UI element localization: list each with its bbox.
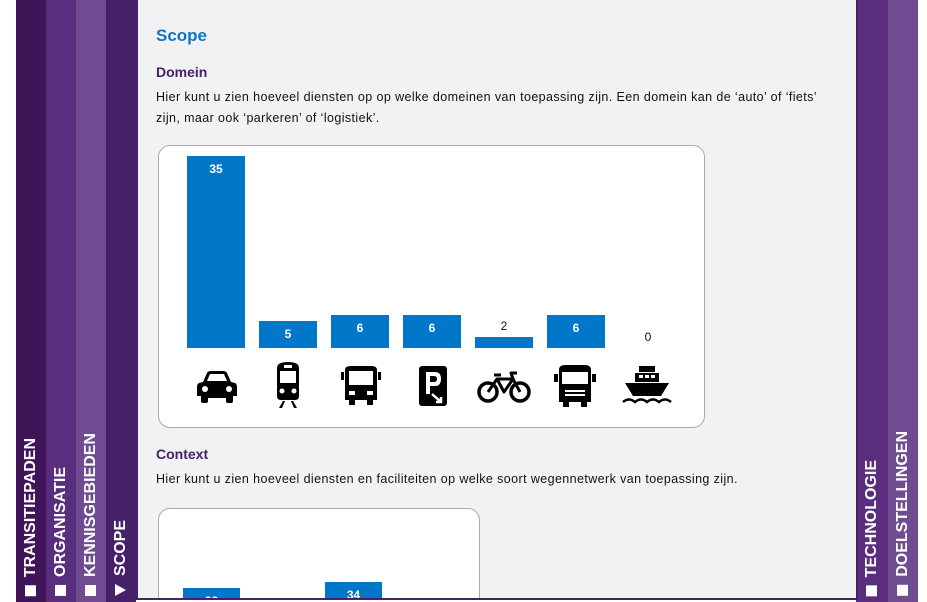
bicycle-icon (477, 371, 531, 403)
context-heading: Context (156, 446, 209, 462)
bar-value-label: 5 (284, 327, 292, 341)
square-icon (897, 585, 909, 596)
context-description: Hier kunt u zien hoeveel diensten en fac… (156, 472, 738, 486)
tab-technologie[interactable]: TECHNOLOGIE (856, 0, 888, 602)
bar: 6 (403, 315, 461, 348)
bar: 35 (187, 156, 245, 348)
bar: 6 (547, 315, 605, 348)
tab-label: SCOPE (112, 519, 129, 576)
tab-label: DOELSTELLINGEN (894, 431, 911, 577)
triangle-right-icon (115, 584, 127, 596)
tab-transitiepaden[interactable]: TRANSITIEPADEN (16, 0, 46, 602)
tab-label: TECHNOLOGIE (863, 459, 880, 577)
domain-heading: Domein (156, 64, 208, 80)
content-panel: Scope Domein Hier kunt u zien hoeveel di… (136, 0, 858, 600)
domain-description: Hier kunt u zien hoeveel diensten op op … (156, 90, 817, 125)
bar: 5 (259, 321, 317, 348)
bar: 6 (331, 315, 389, 348)
train-icon (277, 362, 299, 408)
ferry-icon (622, 366, 672, 404)
bus-icon (341, 366, 381, 405)
bar: 34 (325, 582, 382, 600)
bar-value-label: 6 (356, 321, 364, 335)
bar-value-label: 6 (428, 321, 436, 335)
bar-value-label: 2 (500, 319, 508, 333)
tab-scope[interactable]: SCOPE (106, 0, 136, 602)
tab-label: KENNISGEBIEDEN (82, 432, 99, 577)
square-icon (866, 585, 878, 596)
bar-value-label: 34 (346, 588, 361, 600)
square-icon (25, 585, 37, 596)
bar-value-label: 35 (209, 162, 223, 176)
tab-organisatie[interactable]: ORGANISATIE (46, 0, 76, 602)
square-icon (85, 585, 97, 596)
tab-doelstellingen[interactable]: DOELSTELLINGEN (888, 0, 918, 602)
car-icon (197, 371, 237, 403)
bar-value-label: 0 (644, 330, 652, 344)
tab-label: TRANSITIEPADEN (22, 437, 39, 577)
tab-label: ORGANISATIE (52, 467, 69, 577)
bar: 32 (183, 588, 240, 598)
context-chart: 322434 (158, 508, 480, 600)
truck-icon (554, 365, 596, 407)
domain-chart: 35 5 6 6 2 6 0 (158, 145, 705, 428)
bar (475, 337, 533, 348)
square-icon (55, 585, 67, 596)
bar-value-label: 32 (183, 594, 240, 598)
page-title: Scope (156, 26, 208, 45)
tab-kennisgebieden[interactable]: KENNISGEBIEDEN (76, 0, 106, 602)
bar-value-label: 6 (572, 321, 580, 335)
parking-icon (419, 366, 447, 406)
